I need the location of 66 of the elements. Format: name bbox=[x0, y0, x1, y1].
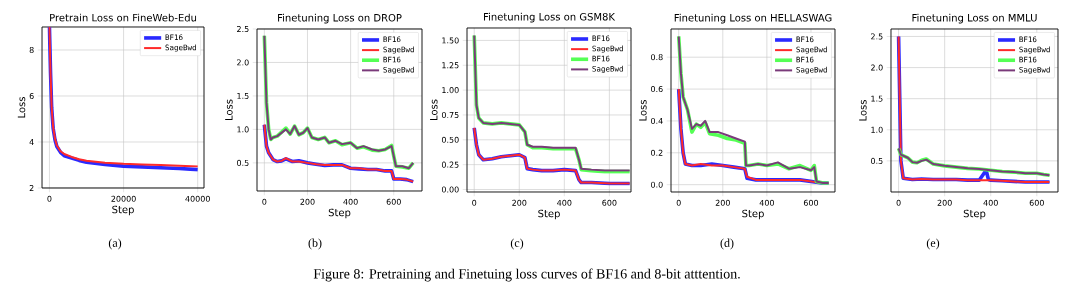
x-axis-title: Step bbox=[742, 209, 764, 220]
y-tick-label: 4 bbox=[29, 139, 34, 145]
x-tick-label: 400 bbox=[983, 199, 998, 206]
x-tick-label: 400 bbox=[557, 199, 572, 206]
y-tick-label: 0.5 bbox=[871, 157, 883, 164]
y-tick-label: 1.00 bbox=[442, 87, 459, 94]
y-tick-label: 0.5 bbox=[237, 159, 249, 166]
x-axis-title: Step bbox=[963, 209, 986, 220]
x-tick-label: 400 bbox=[759, 199, 774, 206]
text: (c) bbox=[510, 238, 524, 250]
x-tick-label: 600 bbox=[602, 199, 617, 206]
y-axis-title: Loss bbox=[430, 99, 438, 120]
chart-title: Finetuning Loss on GSM8K bbox=[484, 12, 616, 23]
y-tick-label: 1.0 bbox=[871, 126, 883, 133]
y-tick-label: 2.0 bbox=[871, 64, 883, 71]
y-tick-label: 8 bbox=[29, 46, 34, 54]
x-tick-label: 0 bbox=[676, 199, 681, 206]
x-tick-label: 400 bbox=[343, 198, 358, 205]
x-tick-label: 200 bbox=[512, 199, 527, 206]
text: (b) bbox=[308, 238, 322, 250]
x-tick-label: 200 bbox=[300, 198, 315, 205]
text: (a) bbox=[108, 238, 122, 250]
y-tick-label: 0.0 bbox=[651, 181, 663, 188]
y-tick-label: 0.25 bbox=[441, 161, 459, 168]
x-tick-label: 600 bbox=[803, 199, 819, 206]
y-tick-label: 1.50 bbox=[442, 37, 459, 44]
y-tick-label: 1.25 bbox=[442, 62, 459, 69]
chart-title: Finetuning Loss on DROP bbox=[278, 13, 402, 24]
x-axis-title: Step bbox=[328, 208, 351, 219]
y-axis-title: Loss bbox=[859, 100, 867, 121]
chart-title: Finetuning Loss on MMLU bbox=[912, 13, 1037, 24]
y-tick-label: 2.0 bbox=[237, 59, 249, 66]
y-tick-label: 0.00 bbox=[441, 186, 459, 193]
x-tick-label: 200 bbox=[937, 199, 952, 206]
y-axis-title: Loss bbox=[17, 97, 26, 118]
x-tick-label: 40000 bbox=[185, 195, 210, 202]
y-tick-label: 1.5 bbox=[237, 92, 249, 99]
x-tick-label: 0 bbox=[262, 198, 267, 205]
text: (d) bbox=[720, 238, 734, 250]
y-tick-label: 2.5 bbox=[237, 25, 249, 33]
y-axis-title: Loss bbox=[225, 99, 233, 120]
x-tick-label: 600 bbox=[386, 198, 401, 205]
x-tick-label: 200 bbox=[715, 199, 730, 206]
x-axis-title: Step bbox=[538, 209, 560, 220]
y-tick-label: 0.2 bbox=[651, 149, 663, 156]
y-tick-label: 1.0 bbox=[237, 126, 249, 133]
y-tick-label: 0.6 bbox=[651, 86, 663, 93]
y-tick-label: 0.4 bbox=[651, 117, 663, 124]
y-axis-title: Loss bbox=[639, 100, 647, 121]
caption: Figure 8: Pretraining and Finetuing loss curves of BF16 and 8-bit atttention. bbox=[313, 268, 740, 282]
x-tick-label: 0 bbox=[896, 199, 901, 206]
y-tick-label: 0.75 bbox=[441, 111, 459, 118]
y-tick-label: 2 bbox=[29, 185, 34, 191]
y-tick-label: 0.8 bbox=[651, 54, 663, 61]
x-axis-title: Step bbox=[112, 205, 134, 216]
chart-title: Finetuning Loss on HELLASWAG bbox=[674, 13, 832, 24]
y-tick-label: 0.50 bbox=[441, 136, 459, 143]
y-tick-label: 2.5 bbox=[871, 33, 883, 40]
text: (e) bbox=[926, 238, 940, 250]
x-tick-label: 600 bbox=[1029, 199, 1044, 206]
y-tick-label: 1.5 bbox=[871, 95, 883, 102]
x-tick-label: 20000 bbox=[111, 195, 136, 202]
chart-title: Pretrain Loss on FineWeb-Edu bbox=[50, 13, 197, 22]
x-tick-label: 0 bbox=[472, 199, 477, 206]
x-tick-label: 0 bbox=[47, 195, 52, 202]
y-tick-label: 6 bbox=[29, 92, 34, 100]
